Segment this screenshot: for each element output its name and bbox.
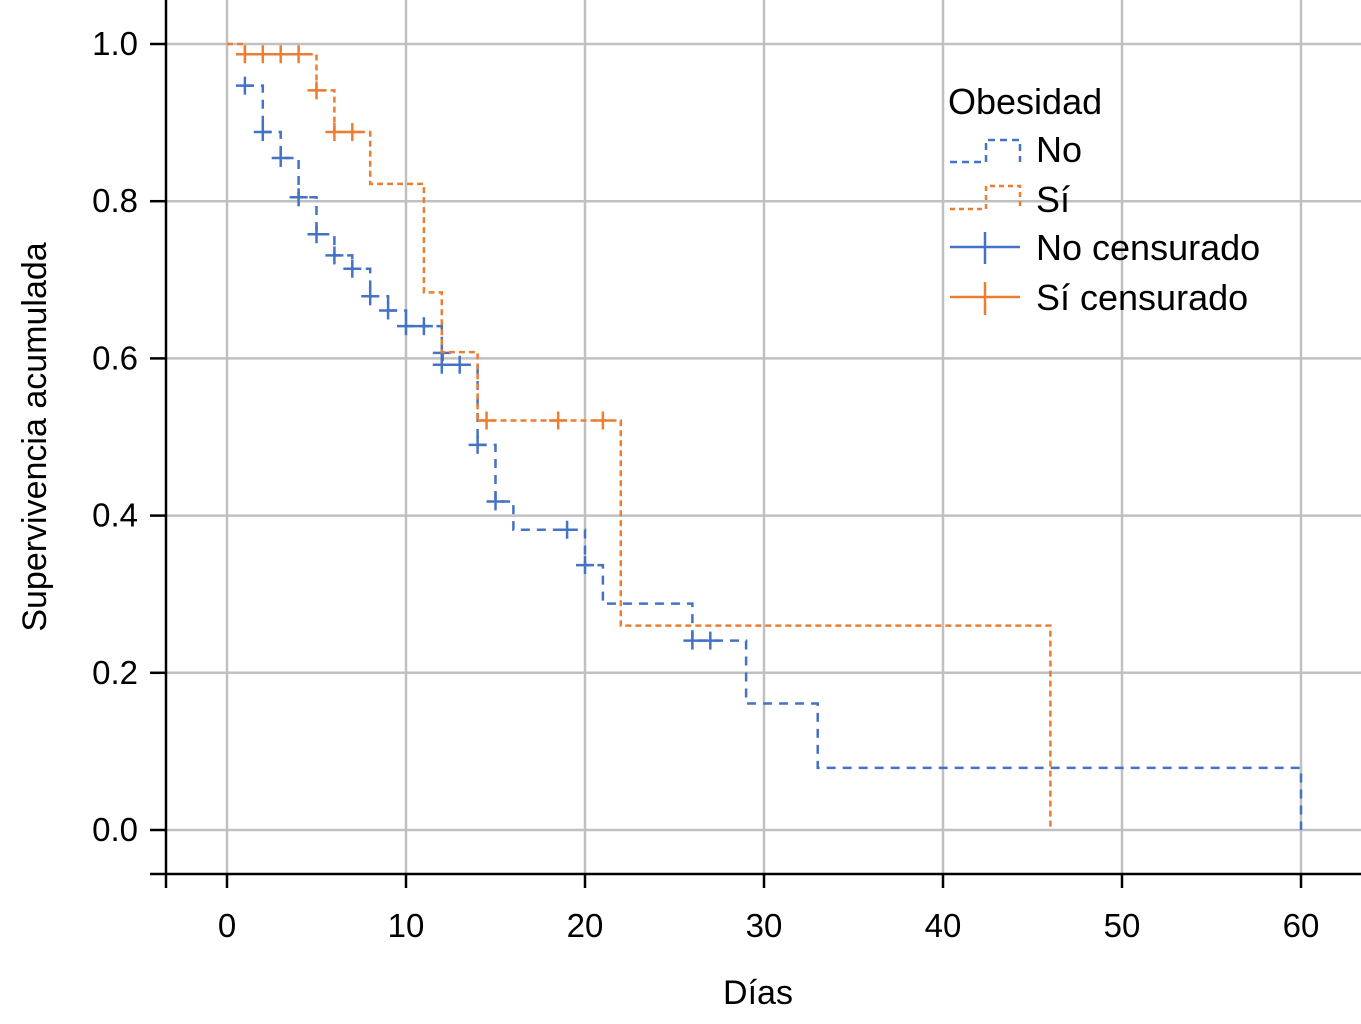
x-tick-label: 10	[388, 907, 425, 944]
censor-mark-no	[701, 631, 720, 650]
y-tick-label: 1.0	[92, 25, 138, 62]
legend-censor-mark-orange	[950, 282, 1020, 315]
x-tick-label: 20	[567, 907, 604, 944]
x-tick-label: 60	[1283, 907, 1320, 944]
axes: 0.0 0.2 0.4 0.6 0.8 1.0 0 10 20 30 40 50 60	[92, 0, 1361, 944]
x-tick-label: 0	[218, 907, 236, 944]
survival-curve-no	[244, 84, 1303, 830]
censor-mark-si	[325, 123, 344, 142]
censor-mark-si	[307, 81, 326, 100]
censor-mark-no	[307, 225, 326, 244]
y-axis-title: Supervivencia acumulada	[16, 242, 54, 631]
legend: Obesidad No Sí No censurado Sí censurado	[948, 81, 1260, 318]
censor-mark-no	[468, 435, 487, 454]
y-tick-label: 0.6	[92, 339, 138, 376]
censor-mark-si	[289, 45, 308, 64]
legend-item-si-censurado: Sí censurado	[950, 277, 1248, 318]
x-tick-label: 50	[1104, 907, 1141, 944]
censor-mark-si	[549, 411, 568, 430]
censor-mark-si	[271, 45, 290, 64]
y-tick-label: 0.0	[92, 811, 138, 848]
legend-label-no: No	[1036, 129, 1082, 170]
grid	[166, 0, 1361, 874]
legend-item-no: No	[950, 129, 1082, 170]
censor-mark-no	[558, 520, 577, 539]
x-axis-title: Días	[723, 974, 793, 1012]
censor-mark-no	[271, 148, 290, 167]
censor-mark-no	[289, 188, 308, 207]
censor-mark-no	[235, 76, 254, 95]
censor-mark-si	[235, 45, 254, 64]
legend-title: Obesidad	[948, 81, 1102, 122]
censor-mark-no	[397, 317, 415, 336]
x-tick-label: 40	[925, 907, 962, 944]
censor-mark-no	[576, 556, 594, 575]
legend-censor-mark-blue	[950, 232, 1020, 264]
censor-mark-no	[450, 355, 469, 374]
legend-label-si-censurado: Sí censurado	[1036, 277, 1248, 318]
censor-mark-no	[253, 123, 272, 142]
censor-mark-no	[361, 287, 380, 306]
censor-mark-no	[683, 631, 702, 650]
y-tick-label: 0.4	[92, 497, 138, 534]
legend-swatch-si	[950, 184, 1022, 211]
legend-label-si: Sí	[1036, 179, 1070, 220]
legend-item-no-censurado: No censurado	[950, 227, 1260, 268]
censor-mark-si	[477, 411, 496, 430]
legend-item-si: Sí	[950, 179, 1070, 220]
censor-mark-no	[432, 355, 451, 374]
censor-mark-si	[593, 411, 612, 430]
series-layer	[227, 42, 1303, 830]
y-tick-label: 0.8	[92, 182, 138, 219]
y-tick-label: 0.2	[92, 654, 138, 691]
censor-mark-no	[379, 301, 398, 320]
legend-label-no-censurado: No censurado	[1036, 227, 1260, 268]
censor-mark-no	[343, 259, 362, 278]
censor-mark-no	[325, 246, 344, 265]
legend-swatch-no	[950, 138, 1022, 164]
survival-curve-si	[227, 42, 1052, 830]
censor-mark-no	[486, 492, 505, 511]
x-tick-label: 30	[746, 907, 783, 944]
censor-mark-no	[414, 317, 433, 336]
censor-mark-si	[253, 45, 272, 64]
censor-mark-si	[343, 123, 362, 142]
